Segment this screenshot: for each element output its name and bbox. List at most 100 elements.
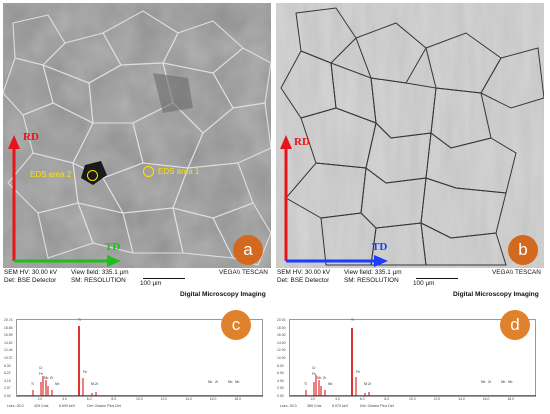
spectrum-plot xyxy=(17,326,263,396)
scale-label: 100 µm xyxy=(140,280,162,287)
digital-microscopy-caption: Digital Microscopy Imaging xyxy=(180,291,266,298)
peak-label: Nb xyxy=(317,376,322,380)
peak-label: Zr xyxy=(215,380,219,384)
footer-lsec: Lsec: 30.0 xyxy=(280,404,297,408)
peak-label: Ni xyxy=(364,382,368,386)
y-tick-label: 14.52 xyxy=(4,340,13,345)
peak-label: Nb xyxy=(501,380,506,384)
sem-info-bar-a: SEM HV: 30.00 kV Det: BSE Detector View … xyxy=(3,268,271,290)
x-tick-label: 16.0 xyxy=(209,397,217,401)
peak-label: Fe xyxy=(39,372,43,376)
peak-label: Nb xyxy=(328,382,333,386)
eds-spectrum-c: 20.74 18.66 16.59 14.52 12.44 10.37 8.30 6.22 4.… xyxy=(3,306,271,412)
x-tick-label: 12.0 xyxy=(160,397,168,401)
peak-label: Ti xyxy=(78,318,81,322)
y-tick-label: 0.00 xyxy=(277,394,284,398)
y-tick-label: 12.00 xyxy=(277,348,286,353)
x-tick-label: 2.0 xyxy=(310,397,316,401)
y-tick-label: 6.00 xyxy=(277,371,284,376)
brand-label: VEGA\\ TESCAN xyxy=(492,269,541,276)
x-tick-label: 12.0 xyxy=(433,397,441,401)
sem-hv: SEM HV: 30.00 kV xyxy=(4,269,58,276)
footer-det: Det: Octane Plus Det xyxy=(360,404,394,408)
eds-area-1-marker xyxy=(143,166,154,177)
peak-label: Fe xyxy=(83,370,87,374)
y-tick-label: 16.59 xyxy=(4,333,13,338)
spectrum-plot xyxy=(290,328,536,396)
peak-label: Cr xyxy=(39,366,43,370)
y-tick-label: 4.15 xyxy=(4,378,11,383)
y-tick-label: 6.22 xyxy=(4,371,11,376)
x-tick-label: 18.0 xyxy=(234,397,241,401)
sem-info-bar-b: SEM HV: 30.00 kV Det: BSE Detector View … xyxy=(276,268,544,290)
td-label: TD xyxy=(372,241,388,253)
sem-view-field: View field: 335.1 µm xyxy=(344,269,402,276)
peak-label: Ti xyxy=(304,382,307,386)
peak-label: Nb xyxy=(228,380,233,384)
peak-label: Nb xyxy=(235,380,240,384)
panel-letter-b: b xyxy=(508,235,538,265)
peak-label: Zr xyxy=(50,376,54,380)
eds-area-1-label: EDS area 1 xyxy=(158,167,200,176)
digital-microscopy-caption: Digital Microscopy Imaging xyxy=(453,291,539,298)
peak-label: Fe xyxy=(312,372,316,376)
td-label: TD xyxy=(105,241,121,253)
footer-cnts: 429 Cnts xyxy=(34,404,49,408)
spectrum-frame xyxy=(16,319,263,397)
sem-image-a xyxy=(3,3,271,268)
x-tick-label: 10.0 xyxy=(409,397,416,401)
sem-hv: SEM HV: 30.00 kV xyxy=(277,269,331,276)
sem-sm: SM: RESOLUTION xyxy=(344,277,399,284)
footer-kev: 6.600 keV xyxy=(59,404,76,408)
peak-label: Zr xyxy=(95,382,99,386)
x-tick-label: 8.0 xyxy=(111,397,117,401)
peak-label: Ni xyxy=(91,382,95,386)
footer-kev: 8.570 keV xyxy=(332,404,349,408)
peak-label: Nb xyxy=(508,380,513,384)
y-tick-label: 10.37 xyxy=(4,356,13,360)
brand-label: VEGA\\ TESCAN xyxy=(219,269,268,276)
x-tick-label: 18.0 xyxy=(507,397,514,401)
peak-label: Nb xyxy=(481,380,486,384)
y-tick-label: 10.00 xyxy=(277,356,286,360)
peak-label: Nb xyxy=(208,380,213,384)
x-tick-label: 6.0 xyxy=(86,397,92,401)
sem-view-field: View field: 335.1 µm xyxy=(71,269,129,276)
spectrum-peaks xyxy=(32,326,97,396)
x-tick-label: 8.0 xyxy=(384,397,390,401)
sem-det: Det: BSE Detector xyxy=(277,277,330,284)
x-tick-label: 14.0 xyxy=(185,397,192,401)
scale-bar xyxy=(416,278,458,279)
y-tick-label: 20.74 xyxy=(4,318,13,322)
peak-label: Ti xyxy=(351,318,354,322)
y-tick-label: 12.44 xyxy=(4,348,13,353)
eds-spectrum-d: 20.00 18.00 16.00 14.00 12.00 10.00 8.00 6.00 4.… xyxy=(276,306,544,412)
peak-label: Ti xyxy=(31,382,34,386)
x-tick-label: 4.0 xyxy=(335,397,340,401)
peak-label: Zr xyxy=(323,376,327,380)
sem-panel-b: RD TD b SEM HV: 30.00 kV Det: BSE Detect… xyxy=(276,3,544,303)
footer-cnts: 389 Cnts xyxy=(307,404,322,408)
y-tick-label: 20.00 xyxy=(277,318,286,322)
y-tick-label: 16.00 xyxy=(277,333,286,338)
y-tick-label: 8.30 xyxy=(4,363,11,368)
rd-label: RD xyxy=(294,136,310,148)
x-tick-label: 10.0 xyxy=(136,397,143,401)
peak-label: Zr xyxy=(368,382,372,386)
y-tick-label: 2.07 xyxy=(4,386,11,391)
peak-label: Nb xyxy=(55,382,60,386)
peak-label: Cr xyxy=(312,366,316,370)
footer-lsec: Lsec: 30.0 xyxy=(7,404,24,408)
peak-label: Zr xyxy=(488,380,492,384)
peak-label: Nb xyxy=(44,376,49,380)
footer-det: Det: Octane Plus Det xyxy=(87,404,121,408)
y-tick-label: 0.00 xyxy=(4,394,11,398)
rd-label: RD xyxy=(23,131,39,143)
eds-area-2-label: EDS area 2 xyxy=(30,170,72,179)
x-tick-label: 6.0 xyxy=(359,397,365,401)
x-tick-label: 16.0 xyxy=(482,397,490,401)
scale-bar xyxy=(143,278,185,279)
y-tick-label: 8.00 xyxy=(277,363,284,368)
peak-label: Fe xyxy=(356,370,360,374)
y-tick-label: 18.66 xyxy=(4,325,13,330)
